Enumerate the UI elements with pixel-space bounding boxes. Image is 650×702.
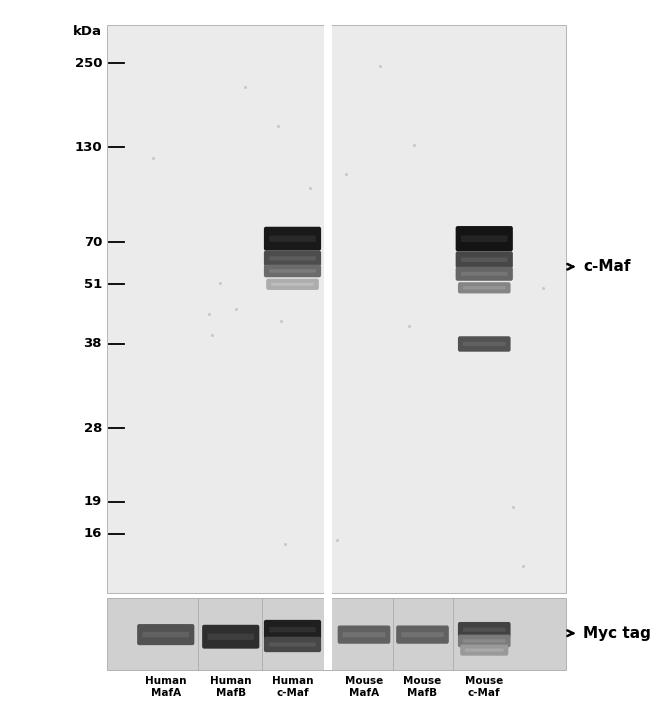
Text: Mouse
MafB: Mouse MafB: [404, 676, 441, 698]
FancyBboxPatch shape: [264, 265, 321, 277]
Text: 19: 19: [84, 496, 102, 508]
FancyBboxPatch shape: [142, 632, 189, 637]
FancyBboxPatch shape: [338, 625, 390, 644]
FancyBboxPatch shape: [269, 269, 316, 272]
Text: Human
MafB: Human MafB: [210, 676, 252, 698]
Text: Myc tag: Myc tag: [583, 625, 650, 641]
Text: Mouse
MafA: Mouse MafA: [345, 676, 383, 698]
Text: 70: 70: [84, 236, 102, 249]
FancyBboxPatch shape: [461, 272, 508, 276]
FancyBboxPatch shape: [401, 632, 444, 637]
Text: c-Maf: c-Maf: [583, 259, 630, 274]
Text: 250: 250: [75, 57, 102, 69]
Text: 38: 38: [84, 338, 102, 350]
FancyBboxPatch shape: [458, 635, 511, 647]
FancyBboxPatch shape: [264, 620, 321, 640]
FancyBboxPatch shape: [463, 342, 506, 346]
Bar: [324, 25, 332, 670]
Bar: [107, 598, 566, 670]
FancyBboxPatch shape: [264, 251, 321, 266]
FancyBboxPatch shape: [460, 644, 508, 656]
FancyBboxPatch shape: [461, 258, 508, 262]
FancyBboxPatch shape: [396, 625, 448, 644]
Bar: [107, 25, 566, 593]
FancyBboxPatch shape: [463, 639, 506, 643]
FancyBboxPatch shape: [458, 622, 511, 637]
Text: Human
MafA: Human MafA: [145, 676, 187, 698]
FancyBboxPatch shape: [269, 642, 316, 647]
FancyBboxPatch shape: [269, 256, 316, 260]
FancyBboxPatch shape: [207, 633, 254, 640]
FancyBboxPatch shape: [264, 637, 321, 652]
Text: 51: 51: [84, 278, 102, 291]
Text: Mouse
c-Maf: Mouse c-Maf: [465, 676, 503, 698]
FancyBboxPatch shape: [271, 283, 314, 286]
FancyBboxPatch shape: [461, 235, 508, 242]
FancyBboxPatch shape: [456, 251, 513, 268]
Text: 130: 130: [74, 141, 102, 154]
FancyBboxPatch shape: [465, 649, 504, 651]
FancyBboxPatch shape: [458, 336, 511, 352]
FancyBboxPatch shape: [137, 624, 194, 645]
FancyBboxPatch shape: [463, 286, 506, 289]
Text: Human
c-Maf: Human c-Maf: [272, 676, 313, 698]
FancyBboxPatch shape: [266, 279, 319, 290]
Text: kDa: kDa: [73, 25, 102, 38]
FancyBboxPatch shape: [343, 632, 385, 637]
FancyBboxPatch shape: [269, 235, 316, 241]
FancyBboxPatch shape: [202, 625, 259, 649]
FancyBboxPatch shape: [458, 282, 511, 293]
FancyBboxPatch shape: [269, 627, 316, 633]
FancyBboxPatch shape: [456, 267, 513, 281]
FancyBboxPatch shape: [264, 227, 321, 251]
Text: 16: 16: [84, 527, 102, 540]
FancyBboxPatch shape: [456, 226, 513, 251]
FancyBboxPatch shape: [463, 628, 506, 632]
Text: 28: 28: [84, 422, 102, 435]
